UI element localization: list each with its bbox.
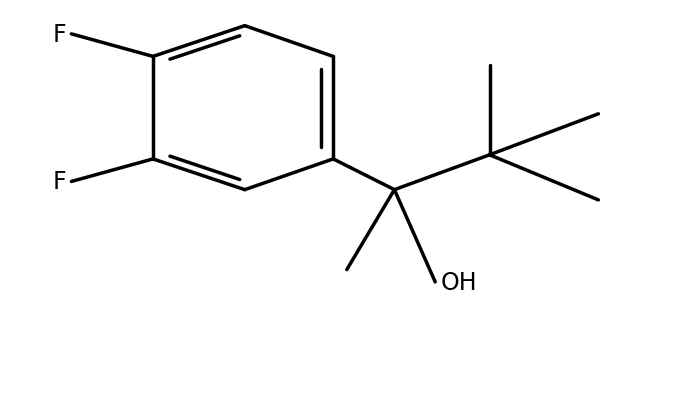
Text: F: F: [52, 170, 66, 194]
Text: OH: OH: [441, 270, 477, 294]
Text: F: F: [52, 23, 66, 47]
